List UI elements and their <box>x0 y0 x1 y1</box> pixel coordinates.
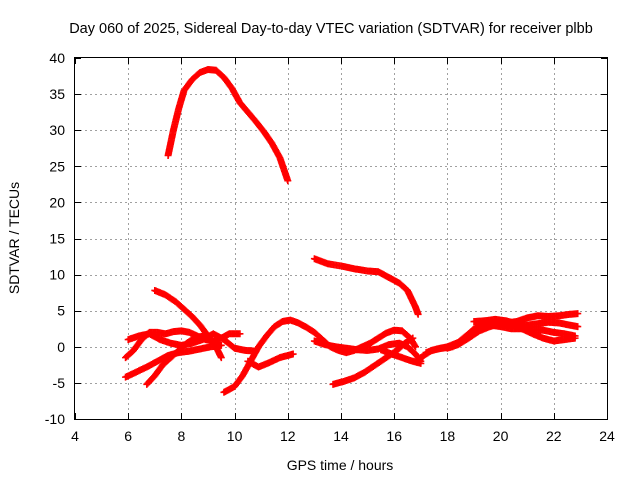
x-tick-label: 10 <box>227 428 243 444</box>
data-point <box>411 343 419 351</box>
series-dip-b <box>244 350 297 371</box>
y-tick-label: 10 <box>49 267 65 283</box>
x-tick-label: 14 <box>333 428 349 444</box>
y-axis-ticks: -10 -5 0 5 10 15 20 25 30 35 40 <box>45 50 607 427</box>
x-tick-label: 18 <box>440 428 456 444</box>
y-tick-label: 40 <box>49 50 65 66</box>
y-tick-label: -5 <box>53 375 66 391</box>
series-cluster-a <box>122 327 244 362</box>
data-point <box>284 177 292 185</box>
series-cluster-b <box>124 330 260 355</box>
chart-title: Day 060 of 2025, Sidereal Day-to-day VTE… <box>69 21 593 37</box>
x-axis-label: GPS time / hours <box>287 457 394 473</box>
data-series <box>122 66 582 396</box>
data-point <box>215 341 223 349</box>
y-tick-label: 25 <box>49 158 65 174</box>
y-tick-label: -10 <box>45 411 65 427</box>
x-tick-label: 4 <box>71 428 79 444</box>
x-tick-label: 8 <box>178 428 186 444</box>
y-tick-label: 15 <box>49 231 65 247</box>
x-tick-label: 16 <box>386 428 402 444</box>
series-mid-lowest <box>377 346 425 367</box>
y-axis-label: SDTVAR / TECUs <box>6 182 22 294</box>
y-tick-label: 30 <box>49 122 65 138</box>
data-point <box>409 334 417 342</box>
data-point <box>217 354 225 362</box>
x-tick-label: 22 <box>546 428 562 444</box>
data-point <box>414 310 422 318</box>
series-arc-mid <box>310 255 422 318</box>
data-point <box>574 323 582 331</box>
y-tick-label: 35 <box>49 86 65 102</box>
y-tick-label: 5 <box>57 303 65 319</box>
plot-frame <box>74 57 608 420</box>
data-point <box>571 334 579 342</box>
series-arc-high <box>164 66 292 185</box>
y-tick-label: 20 <box>49 194 65 210</box>
data-point <box>236 330 244 338</box>
x-tick-label: 6 <box>124 428 132 444</box>
data-point <box>289 350 297 358</box>
x-axis-ticks: 4 6 8 10 12 14 16 18 20 22 24 <box>71 58 615 444</box>
series-late-c <box>443 320 579 352</box>
x-tick-label: 12 <box>280 428 296 444</box>
y-tick-label: 0 <box>57 339 65 355</box>
x-tick-label: 20 <box>493 428 509 444</box>
series-late-d <box>470 315 582 331</box>
data-point <box>574 310 582 318</box>
x-tick-label: 24 <box>599 428 615 444</box>
series-cluster-d <box>143 332 223 388</box>
